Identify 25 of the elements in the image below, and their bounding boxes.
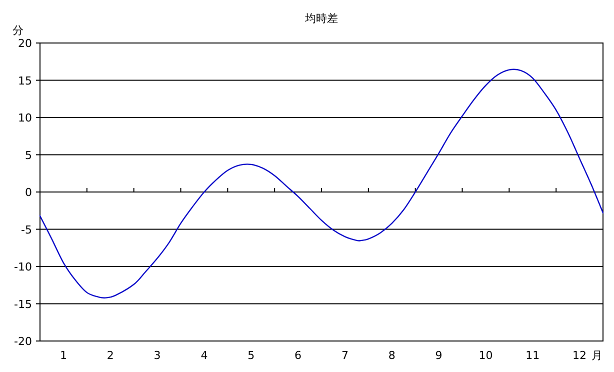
- x-tick-label: 1: [60, 349, 67, 362]
- x-tick-label: 3: [154, 349, 161, 362]
- x-tick-label: 2: [106, 349, 114, 362]
- y-tick-label: -5: [21, 223, 32, 236]
- y-tick-label: -20: [14, 335, 32, 348]
- y-tick-label: 0: [25, 186, 32, 199]
- y-tick-label: 20: [18, 37, 32, 50]
- x-tick-label: 6: [294, 349, 302, 362]
- x-tick-label: 5: [248, 349, 255, 362]
- x-tick-label: 12: [572, 349, 587, 362]
- y-tick-label: 5: [25, 148, 32, 162]
- x-tick-label: 9: [435, 349, 442, 362]
- chart-title: 均時差: [304, 12, 338, 25]
- x-tick-label: 11: [526, 349, 540, 362]
- y-tick-label: 15: [18, 74, 32, 88]
- x-tick-label: 10: [478, 349, 493, 362]
- line-series: [39, 68, 604, 298]
- x-tick-label: 8: [388, 349, 396, 362]
- x-tick-label: 7: [341, 349, 348, 362]
- x-tick-label: 4: [200, 349, 208, 362]
- x-axis-title: 月: [592, 349, 602, 362]
- y-tick-label: -10: [14, 260, 32, 274]
- y-tick-label: 10: [18, 112, 32, 124]
- y-tick-label: -15: [14, 298, 32, 311]
- y-axis-title: 分: [12, 24, 24, 37]
